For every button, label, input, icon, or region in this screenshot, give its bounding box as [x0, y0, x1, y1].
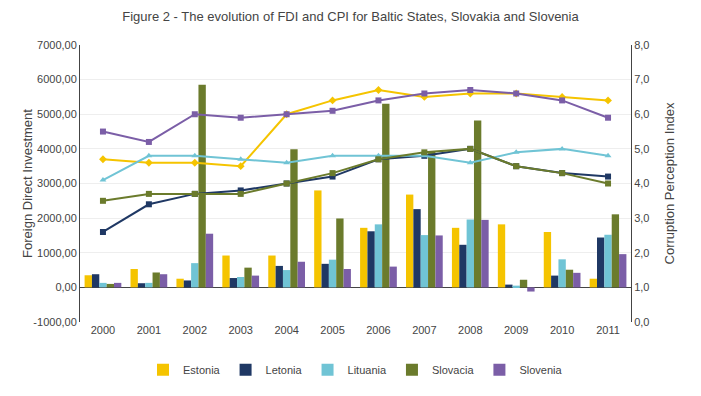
svg-text:Slovenia: Slovenia	[519, 364, 562, 376]
svg-text:Figure 2 - The evolution of FD: Figure 2 - The evolution of FDI and CPI …	[122, 9, 579, 24]
svg-text:2011: 2011	[596, 324, 620, 336]
svg-text:0,0: 0,0	[634, 316, 649, 328]
svg-text:2003: 2003	[228, 324, 252, 336]
svg-text:Corruption Perception Index: Corruption Perception Index	[662, 102, 677, 264]
svg-text:2004: 2004	[274, 324, 298, 336]
svg-text:Slovacia: Slovacia	[432, 364, 474, 376]
svg-text:1000,00: 1000,00	[37, 247, 77, 259]
svg-text:-1000,00: -1000,00	[33, 316, 76, 328]
svg-text:8,0: 8,0	[634, 39, 649, 51]
svg-text:Letonia: Letonia	[266, 364, 303, 376]
svg-text:5000,00: 5000,00	[37, 108, 77, 120]
svg-text:Lituania: Lituania	[348, 364, 387, 376]
svg-text:2005: 2005	[320, 324, 344, 336]
svg-text:7000,00: 7000,00	[37, 39, 77, 51]
svg-text:2008: 2008	[458, 324, 482, 336]
svg-text:2007: 2007	[412, 324, 436, 336]
svg-text:2006: 2006	[366, 324, 390, 336]
svg-text:2,0: 2,0	[634, 247, 649, 259]
svg-text:2000,00: 2000,00	[37, 212, 77, 224]
svg-text:2001: 2001	[137, 324, 161, 336]
svg-text:4,0: 4,0	[634, 177, 649, 189]
svg-text:Foreign Direct Investment: Foreign Direct Investment	[20, 109, 35, 258]
svg-text:2000: 2000	[91, 324, 115, 336]
svg-text:2010: 2010	[550, 324, 574, 336]
svg-text:6000,00: 6000,00	[37, 73, 77, 85]
svg-text:5,0: 5,0	[634, 143, 649, 155]
svg-text:3000,00: 3000,00	[37, 177, 77, 189]
svg-text:2009: 2009	[504, 324, 528, 336]
svg-text:3,0: 3,0	[634, 212, 649, 224]
svg-text:7,0: 7,0	[634, 73, 649, 85]
svg-text:6,0: 6,0	[634, 108, 649, 120]
svg-text:1,0: 1,0	[634, 281, 649, 293]
svg-text:Estonia: Estonia	[183, 364, 221, 376]
svg-text:2002: 2002	[183, 324, 207, 336]
svg-text:0,00: 0,00	[55, 281, 76, 293]
svg-text:4000,00: 4000,00	[37, 143, 77, 155]
